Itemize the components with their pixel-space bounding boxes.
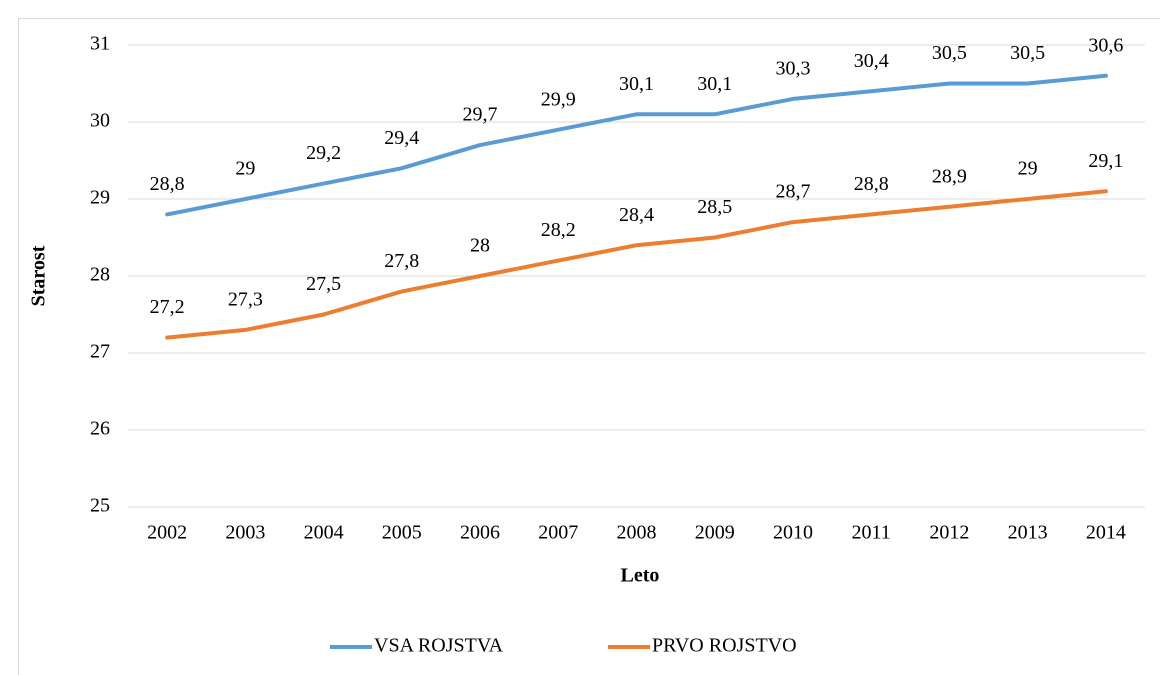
data-label: 27,5: [306, 273, 341, 295]
data-label: 28,9: [932, 165, 967, 187]
data-label: 30,1: [697, 73, 732, 95]
x-tick-label: 2007: [538, 522, 578, 544]
data-label: 27,8: [384, 250, 419, 272]
data-label: 28,2: [541, 219, 576, 241]
x-tick-label: 2005: [382, 522, 422, 544]
x-tick-label: 2002: [147, 522, 187, 544]
data-label: 28,7: [775, 181, 810, 203]
line: [165, 189, 1108, 340]
line: [165, 73, 1108, 217]
data-label: 28,4: [619, 204, 654, 226]
data-label: 29: [1018, 158, 1038, 180]
data-label: 29: [235, 158, 255, 180]
chart-frame: [18, 18, 1160, 675]
x-tick-label: 2003: [225, 522, 265, 544]
x-tick-label: 2006: [460, 522, 500, 544]
legend-label: PRVO ROJSTVO: [652, 635, 797, 657]
data-label: 29,1: [1088, 150, 1123, 172]
data-label: 30,5: [932, 42, 967, 64]
x-axis-label: Leto: [621, 565, 660, 587]
data-label: 28,8: [150, 173, 185, 195]
data-label: 27,3: [228, 288, 263, 310]
x-tick-label: 2011: [852, 522, 891, 544]
x-tick-label: 2008: [617, 522, 657, 544]
x-tick-label: 2013: [1008, 522, 1048, 544]
y-tick-label: 26: [90, 418, 110, 440]
x-tick-label: 2012: [929, 522, 969, 544]
data-label: 30,1: [619, 73, 654, 95]
data-label: 29,4: [384, 127, 419, 149]
data-label: 28,5: [697, 196, 732, 218]
data-label: 27,2: [150, 296, 185, 318]
data-label: 30,4: [854, 50, 889, 72]
y-tick-label: 28: [90, 264, 110, 286]
x-tick-label: 2009: [695, 522, 735, 544]
data-label: 30,5: [1010, 42, 1045, 64]
y-tick-label: 25: [90, 495, 110, 517]
data-label: 28,8: [854, 173, 889, 195]
x-tick-label: 2004: [304, 522, 344, 544]
y-tick-label: 27: [90, 341, 110, 363]
data-label: 30,6: [1088, 34, 1123, 56]
y-axis-label: Starost: [28, 245, 50, 306]
data-label: 30,3: [775, 57, 810, 79]
legend-label: VSA ROJSTVA: [374, 635, 504, 657]
data-label: 29,7: [463, 104, 498, 126]
y-tick-label: 29: [90, 187, 110, 209]
data-label: 29,2: [306, 142, 341, 164]
x-tick-label: 2010: [773, 522, 813, 544]
data-label: 29,9: [541, 88, 576, 110]
y-tick-label: 30: [90, 110, 110, 132]
y-tick-label: 31: [90, 33, 110, 55]
data-label: 28: [470, 235, 490, 257]
x-tick-label: 2014: [1086, 522, 1126, 544]
